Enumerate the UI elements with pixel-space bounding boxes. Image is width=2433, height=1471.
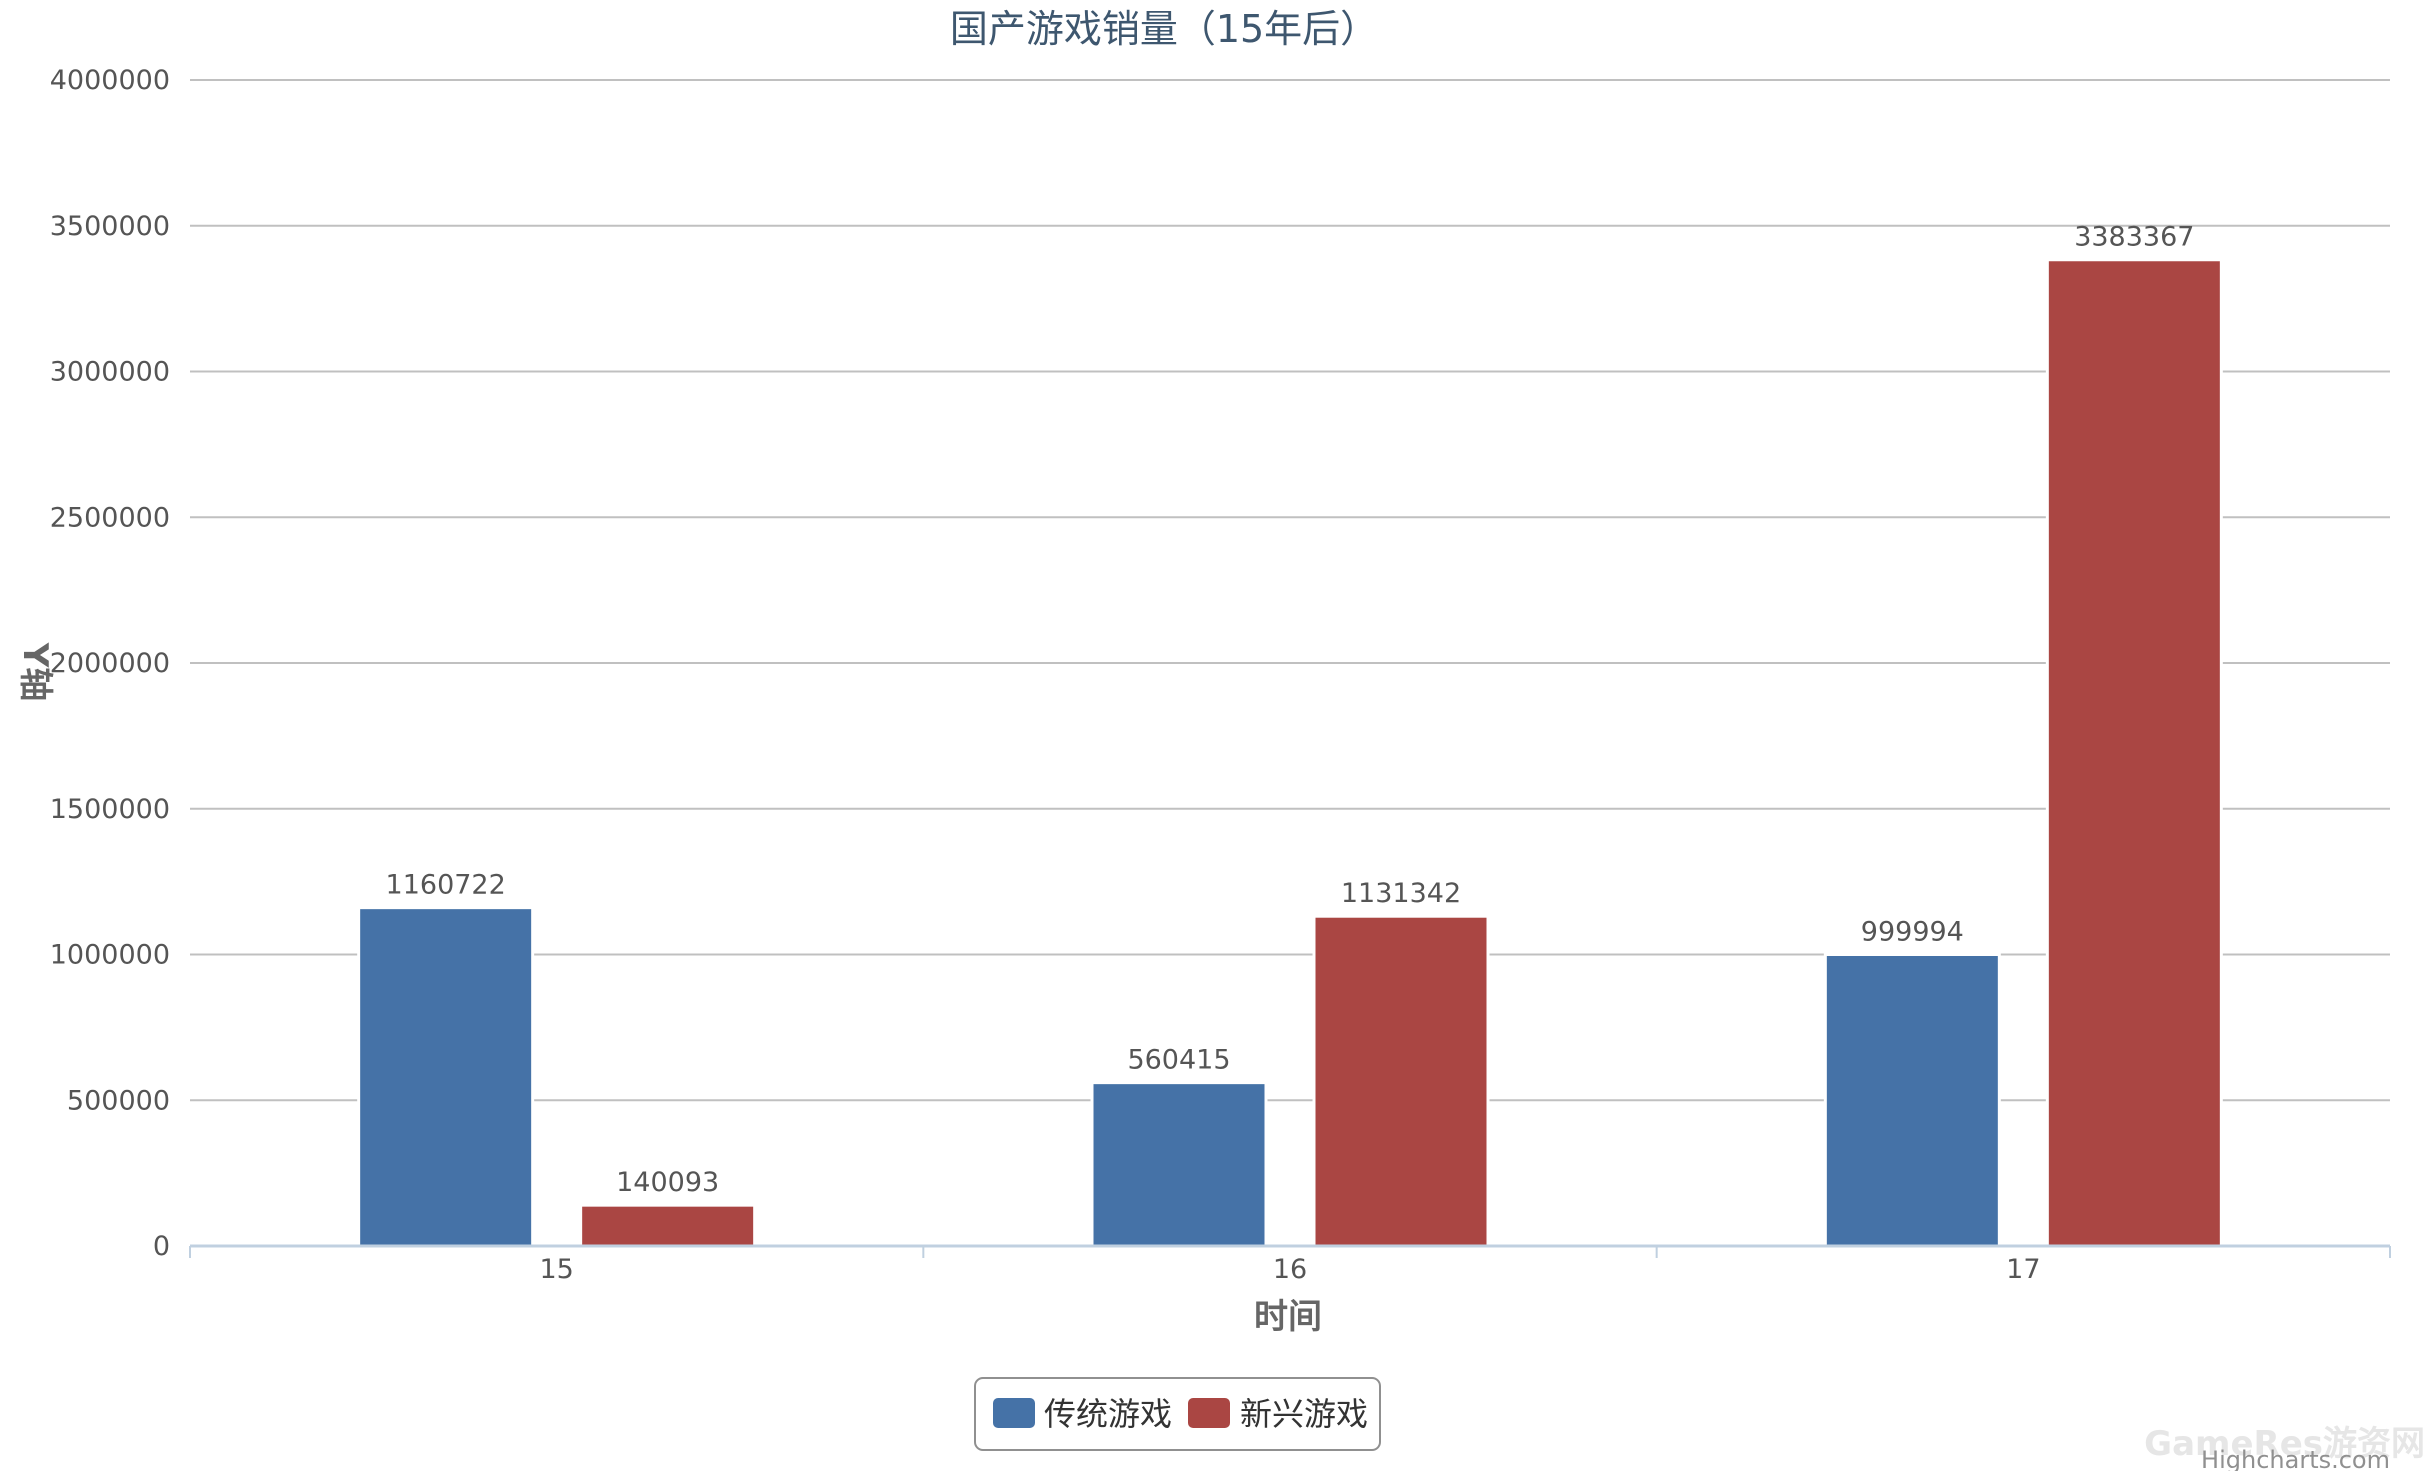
data-label: 1131342 bbox=[1341, 878, 1461, 909]
data-label: 999994 bbox=[1861, 917, 1964, 948]
x-tick-label: 17 bbox=[2006, 1254, 2040, 1285]
bar-emerging-17[interactable] bbox=[2045, 258, 2223, 1248]
data-label: 3383367 bbox=[2074, 222, 2194, 253]
x-axis: 15 16 17 bbox=[189, 1244, 2391, 1285]
y-tick-label: 2000000 bbox=[50, 648, 170, 679]
bars bbox=[357, 258, 2223, 1248]
gridlines bbox=[190, 79, 2390, 1247]
bar-traditional-16[interactable] bbox=[1090, 1081, 1268, 1248]
y-tick-labels: 0 500000 1000000 1500000 2000000 2500000 30000… bbox=[50, 65, 170, 1262]
bar-emerging-16[interactable] bbox=[1312, 914, 1490, 1248]
legend-label-traditional: 传统游戏 bbox=[1044, 1395, 1172, 1433]
y-tick-label: 1000000 bbox=[50, 940, 170, 971]
x-tick-label: 15 bbox=[539, 1254, 573, 1285]
credits-link[interactable]: Highcharts.com bbox=[2201, 1446, 2390, 1471]
legend-item-traditional[interactable]: 传统游戏 bbox=[993, 1395, 1172, 1433]
y-tick-label: 3000000 bbox=[50, 357, 170, 388]
data-label: 140093 bbox=[616, 1167, 719, 1198]
chart-title: 国产游戏销量（15年后） bbox=[950, 7, 1378, 51]
bar-traditional-15[interactable] bbox=[357, 906, 535, 1248]
y-tick-label: 500000 bbox=[67, 1085, 170, 1116]
legend-label-emerging: 新兴游戏 bbox=[1240, 1395, 1368, 1433]
data-label: 560415 bbox=[1127, 1045, 1230, 1076]
legend-item-emerging[interactable]: 新兴游戏 bbox=[1188, 1395, 1368, 1433]
y-axis-title: Y轴 bbox=[15, 642, 55, 702]
data-labels: 1160722 560415 999994 140093 1131342 3383367 bbox=[386, 222, 2195, 1198]
y-tick-label: 0 bbox=[153, 1231, 170, 1262]
x-tick-label: 16 bbox=[1273, 1254, 1307, 1285]
y-tick-label: 4000000 bbox=[50, 65, 170, 96]
bar-emerging-15[interactable] bbox=[579, 1203, 757, 1248]
legend-box bbox=[974, 1377, 1381, 1451]
y-tick-label: 2500000 bbox=[50, 502, 170, 533]
legend-swatch-emerging bbox=[1188, 1398, 1230, 1428]
legend[interactable]: 传统游戏 新兴游戏 bbox=[974, 1377, 1381, 1451]
x-axis-title: 时间 bbox=[1254, 1297, 1322, 1337]
data-label: 1160722 bbox=[386, 870, 506, 901]
bar-traditional-17[interactable] bbox=[1823, 953, 2001, 1248]
legend-swatch-traditional bbox=[993, 1398, 1035, 1428]
y-tick-label: 1500000 bbox=[50, 794, 170, 825]
y-tick-label: 3500000 bbox=[50, 211, 170, 242]
watermark: GameRes游资网 bbox=[2144, 1424, 2425, 1464]
